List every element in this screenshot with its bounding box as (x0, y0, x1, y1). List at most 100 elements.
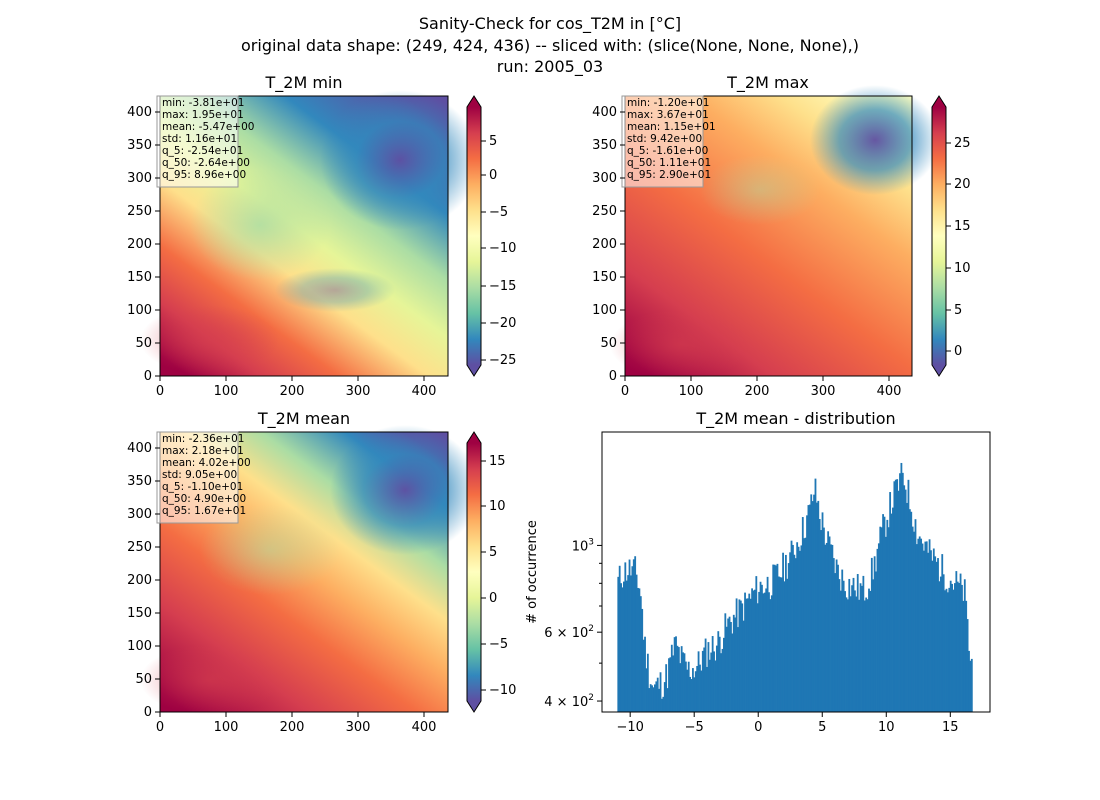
heatmap-warm-region (610, 310, 750, 380)
histogram-bar (839, 590, 842, 712)
y-tick-label: 250 (592, 204, 617, 219)
colorbar-tick-label: 5 (489, 134, 497, 149)
y-tick-label: 200 (592, 237, 617, 252)
histogram-bar (928, 539, 931, 712)
histogram-bar (754, 589, 756, 712)
x-tick-label: 15 (942, 720, 959, 735)
histogram-bar (804, 537, 807, 712)
histogram-bar (834, 573, 837, 712)
histogram-bar (723, 637, 725, 712)
histogram-bar (937, 558, 939, 712)
histogram-bar (890, 513, 893, 712)
histogram-bar (683, 653, 686, 712)
histogram-bar (911, 526, 914, 712)
y-tick-label: 100 (592, 303, 617, 318)
histogram-bar (917, 538, 920, 712)
histogram-bar (641, 608, 644, 712)
histogram-bar (708, 659, 711, 712)
colorbar-outline (466, 431, 482, 713)
y-axis: 0 50 100 150 200 250 300 350 400 (127, 441, 160, 720)
histogram-bar (748, 593, 751, 712)
histogram-bar (875, 571, 877, 712)
x-axis: 0 100 200 300 400 (156, 712, 436, 735)
histogram-bar (659, 672, 662, 712)
histogram-bar (918, 536, 921, 712)
axes-frame (601, 431, 991, 713)
histogram-bar (784, 554, 787, 712)
histogram-bar (669, 657, 672, 712)
histogram-bar (848, 578, 851, 712)
histogram-bar (907, 479, 910, 712)
histogram-bar (710, 652, 713, 712)
histogram-bar (696, 665, 699, 712)
stat-line: std: 9.42e+00 (627, 133, 702, 145)
colorbar-tick-label: 25 (954, 136, 971, 151)
histogram-bar (820, 530, 823, 712)
histogram-bar (777, 576, 780, 712)
histogram-bar (711, 636, 714, 712)
colorbar-tick-label: 5 (954, 303, 962, 318)
histogram-bar (862, 575, 865, 712)
histogram-bar (831, 544, 834, 712)
histogram-bar (772, 564, 775, 712)
histogram-bar (932, 548, 935, 712)
x-tick-label: 400 (877, 384, 902, 399)
panel-title: T_2M max (726, 73, 809, 93)
histogram-bar (697, 651, 700, 712)
colorbar-gradient (467, 443, 481, 701)
histogram-bar (790, 540, 793, 712)
histogram-bar (737, 627, 739, 712)
heatmap-cold-region (810, 85, 940, 195)
histogram-bar (797, 546, 800, 712)
y-tick-label: 400 (127, 105, 152, 120)
histogram-bar (910, 511, 913, 712)
histogram-bar (756, 603, 759, 712)
colorbar-tick-label: −10 (489, 683, 516, 698)
histogram-bar (617, 576, 620, 712)
histogram-bar (968, 650, 970, 712)
histogram-bar (668, 658, 670, 712)
histogram-bar (689, 676, 692, 712)
histogram-bar (745, 598, 748, 712)
histogram-bar (741, 603, 744, 712)
histogram-bar (638, 588, 641, 712)
histogram-bar (744, 592, 746, 712)
histogram-bar (739, 600, 742, 712)
histogram-bar (945, 588, 948, 712)
heatmap-mid-region (190, 170, 330, 280)
colorbar-tick-label: −5 (489, 637, 508, 652)
y-axis: 4 × 102 6 × 102 103 (544, 537, 602, 710)
histogram-bar (821, 512, 824, 712)
histogram-bar (725, 626, 728, 712)
histogram-bar (924, 541, 927, 712)
colorbar: 15 10 5 0 −5 −10 (466, 431, 516, 713)
histogram-bar (651, 685, 653, 712)
histogram-bar (649, 684, 652, 712)
histogram-bar (941, 554, 944, 712)
histogram-bar (720, 653, 722, 712)
histogram-bar (944, 590, 946, 712)
histogram-bar (769, 599, 772, 712)
histogram-bar (676, 645, 679, 712)
x-tick-label: 100 (214, 384, 239, 399)
histogram-bar (787, 563, 790, 712)
histogram-bar (970, 658, 973, 712)
histogram-bar (863, 600, 866, 712)
histogram-bar (703, 647, 706, 712)
stats-box-bg (621, 95, 704, 188)
histogram-bar (886, 519, 889, 712)
histogram-bar (846, 599, 849, 712)
histogram-bar (883, 516, 886, 712)
panel-histogram: T_2M mean - distribution −10 −5 0 5 10 15 4 ×… (525, 409, 991, 735)
histogram-bar (724, 613, 727, 712)
colorbar-tick-label: −5 (489, 205, 508, 220)
histogram-bar (690, 679, 693, 712)
histogram-bar (887, 527, 890, 712)
histogram-bar (961, 584, 963, 712)
histogram-bar (897, 490, 900, 712)
x-tick-label: 200 (280, 720, 305, 735)
histogram-bar (889, 492, 892, 712)
stat-line: max: 2.18e+01 (162, 445, 244, 457)
x-tick-label: −5 (685, 720, 704, 735)
histogram-bar (925, 541, 928, 712)
